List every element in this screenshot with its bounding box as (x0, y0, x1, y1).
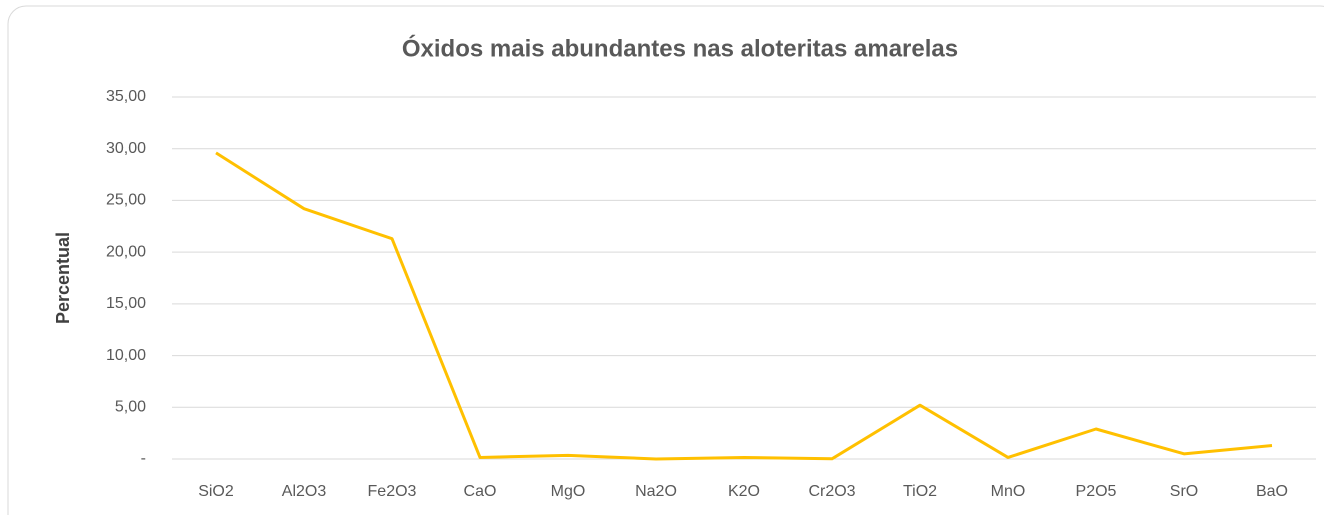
x-tick-label: MgO (551, 483, 586, 500)
x-tick-label: MnO (991, 483, 1026, 500)
x-tick-label: SrO (1170, 483, 1198, 500)
y-tick-label: - (141, 450, 146, 467)
y-tick-label: 25,00 (106, 192, 146, 209)
x-tick-label: Al2O3 (282, 483, 327, 500)
x-tick-label: CaO (464, 483, 497, 500)
x-tick-label: P2O5 (1076, 483, 1117, 500)
y-axis-label: Percentual (53, 232, 73, 324)
y-tick-label: 15,00 (106, 295, 146, 312)
chart-frame (7, 5, 1324, 515)
x-tick-label: TiO2 (903, 483, 937, 500)
y-tick-label: 30,00 (106, 140, 146, 157)
y-tick-label: 35,00 (106, 88, 146, 105)
x-tick-label: Na2O (635, 483, 677, 500)
y-tick-label: 5,00 (115, 399, 146, 416)
y-tick-label: 10,00 (106, 347, 146, 364)
x-tick-label: K2O (728, 483, 760, 500)
line-series (215, 151, 1273, 461)
x-tick-label: Fe2O3 (368, 483, 417, 500)
y-tick-label: 20,00 (106, 243, 146, 260)
x-tick-label: SiO2 (198, 483, 234, 500)
chart-title: Óxidos mais abundantes nas aloteritas am… (402, 34, 958, 62)
x-tick-label: Cr2O3 (808, 483, 855, 500)
x-tick-label: BaO (1256, 483, 1288, 500)
